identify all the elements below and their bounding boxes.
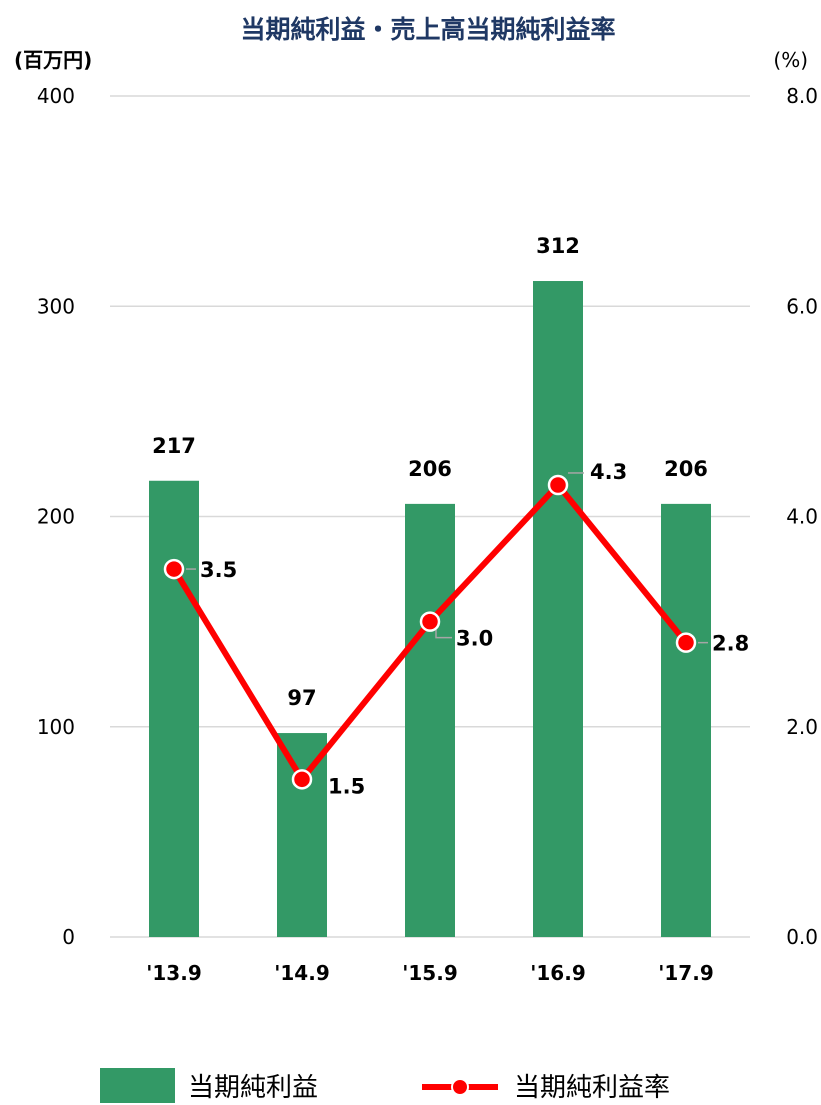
category-label: '17.9 — [658, 961, 713, 985]
left-tick-label: 100 — [37, 715, 75, 739]
left-tick-label: 300 — [37, 294, 75, 318]
bar-data-label: 206 — [664, 457, 708, 481]
bar — [533, 281, 583, 937]
legend-line-marker — [451, 1078, 469, 1096]
category-label: '15.9 — [402, 961, 457, 985]
line-label-leaders — [186, 472, 708, 644]
legend: 当期純利益 当期純利益率 — [100, 1068, 670, 1103]
right-axis-unit: (%) — [773, 48, 808, 72]
bar-data-labels: 217 97 206 312 206 — [152, 234, 708, 710]
bar-data-label: 312 — [536, 234, 580, 258]
line-data-label: 1.5 — [328, 774, 365, 798]
rate-markers — [163, 474, 697, 790]
category-label: '14.9 — [274, 961, 329, 985]
line-data-label: 4.3 — [590, 460, 627, 484]
label-leader — [435, 629, 452, 639]
right-tick-label: 0.0 — [786, 925, 818, 949]
category-label: '13.9 — [146, 961, 201, 985]
bar — [661, 503, 711, 937]
chart-title: 当期純利益・売上高当期純利益率 — [240, 15, 615, 44]
bar — [149, 480, 199, 937]
rate-marker — [675, 632, 697, 653]
left-tick-label: 0 — [62, 925, 75, 949]
rate-marker — [547, 474, 569, 496]
bar — [277, 733, 327, 937]
category-labels: '13.9 '14.9 '15.9 '16.9 '17.9 — [146, 961, 713, 985]
legend-bar-swatch — [100, 1068, 175, 1103]
bar-data-label: 97 — [287, 686, 316, 710]
rate-marker — [163, 558, 185, 580]
right-axis-ticks: 0.0 2.0 4.0 6.0 8.0 — [786, 84, 818, 949]
bar-data-label: 217 — [152, 434, 196, 458]
bar-series — [149, 281, 711, 937]
right-tick-label: 2.0 — [786, 715, 818, 739]
right-tick-label: 6.0 — [786, 294, 818, 318]
rate-marker — [291, 769, 313, 790]
left-axis-ticks: 0 100 200 300 400 — [37, 84, 75, 949]
right-tick-label: 8.0 — [786, 84, 818, 108]
line-data-label: 3.0 — [456, 627, 493, 651]
rate-marker — [419, 611, 441, 632]
right-tick-label: 4.0 — [786, 505, 818, 529]
legend-bar-label: 当期純利益 — [188, 1073, 318, 1103]
left-axis-unit: (百万円) — [14, 48, 92, 72]
legend-line-label: 当期純利益率 — [514, 1073, 670, 1103]
bar-data-label: 206 — [408, 457, 452, 481]
category-label: '16.9 — [530, 961, 585, 985]
line-data-label: 2.8 — [712, 632, 749, 656]
line-data-labels: 3.5 1.5 3.0 4.3 2.8 — [200, 460, 749, 798]
line-data-label: 3.5 — [200, 558, 237, 582]
left-tick-label: 400 — [37, 84, 75, 108]
bar — [405, 503, 455, 937]
left-tick-label: 200 — [37, 505, 75, 529]
